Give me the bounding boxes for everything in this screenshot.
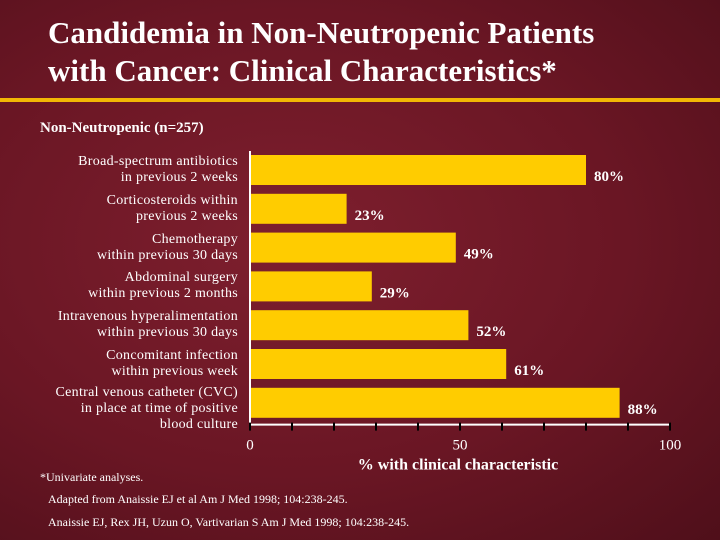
chart-subtitle: Non-Neutropenic (n=257) xyxy=(40,120,204,136)
category-label-1: Broad-spectrum antibiotics in previous 2 … xyxy=(20,154,238,186)
x-tick-label-1: 0 xyxy=(246,438,254,454)
category-label-6: Concomitant infection within previous wee… xyxy=(20,348,238,380)
category-label-3: Chemotherapy within previous 30 days xyxy=(20,232,238,264)
category-label-line: Broad-spectrum antibiotics xyxy=(78,154,238,169)
category-label-line: Chemotherapy xyxy=(151,231,238,247)
bar-value-label-7: 88% xyxy=(628,402,658,418)
category-label-line: within previous 30 days xyxy=(96,325,238,341)
category-label-4: Abdominal surgery within previous 2 month… xyxy=(20,270,238,302)
category-label-line: blood culture xyxy=(159,416,238,432)
bar-7 xyxy=(250,387,620,418)
reference-1: Adapted from Anaissie EJ et al Am J Med … xyxy=(48,492,348,506)
category-label-line: previous 2 weeks xyxy=(136,208,238,224)
x-tick-label-2: 50 xyxy=(453,438,468,454)
bar-2 xyxy=(250,193,347,224)
bar-6 xyxy=(250,349,507,379)
bar-4 xyxy=(250,271,372,302)
category-label-line: in place at time of positive xyxy=(80,400,238,416)
bar-value-label-3: 49% xyxy=(464,247,494,263)
bar-value-label-5: 52% xyxy=(476,324,506,340)
category-label-line: Intravenous hyperalimentation xyxy=(57,309,238,325)
bar-5 xyxy=(250,310,469,341)
category-label-7: Central venous catheter (CVC) in place at… xyxy=(20,385,238,433)
slide-title: Candidemia in Non-Neutropenic Patients w… xyxy=(48,14,708,90)
x-axis-title: % with clinical characteristic xyxy=(358,457,558,474)
category-label-line: within previous 30 days xyxy=(96,247,238,263)
bar-value-label-6: 61% xyxy=(514,363,544,379)
x-tick-label-3: 100 xyxy=(659,438,682,454)
title-line-2: with Cancer: Clinical Characteristics* xyxy=(48,53,557,88)
category-label-line: Corticosteroids within xyxy=(106,192,238,208)
category-label-5: Intravenous hyperalimentation within prev… xyxy=(20,309,238,341)
category-label-line: within previous week xyxy=(111,364,238,379)
category-label-line: in previous 2 weeks xyxy=(120,170,238,185)
bar-value-label-2: 23% xyxy=(355,208,385,224)
category-label-line: Abdominal surgery xyxy=(124,270,238,286)
title-divider xyxy=(0,98,720,102)
bar-value-label-1: 80% xyxy=(594,169,624,185)
bar-value-label-4: 29% xyxy=(380,285,410,301)
bar-3 xyxy=(250,232,456,263)
footnote: *Univariate analyses. xyxy=(40,470,144,484)
title-line-1: Candidemia in Non-Neutropenic Patients xyxy=(48,15,595,50)
category-label-line: Central venous catheter (CVC) xyxy=(55,384,238,400)
category-label-line: within previous 2 months xyxy=(88,286,238,302)
reference-2: Anaissie EJ, Rex JH, Uzun O, Vartivarian… xyxy=(48,515,410,529)
category-label-line: Concomitant infection xyxy=(106,348,238,363)
category-label-2: Corticosteroids within previous 2 weeks xyxy=(20,193,238,225)
bar-1 xyxy=(250,155,586,185)
